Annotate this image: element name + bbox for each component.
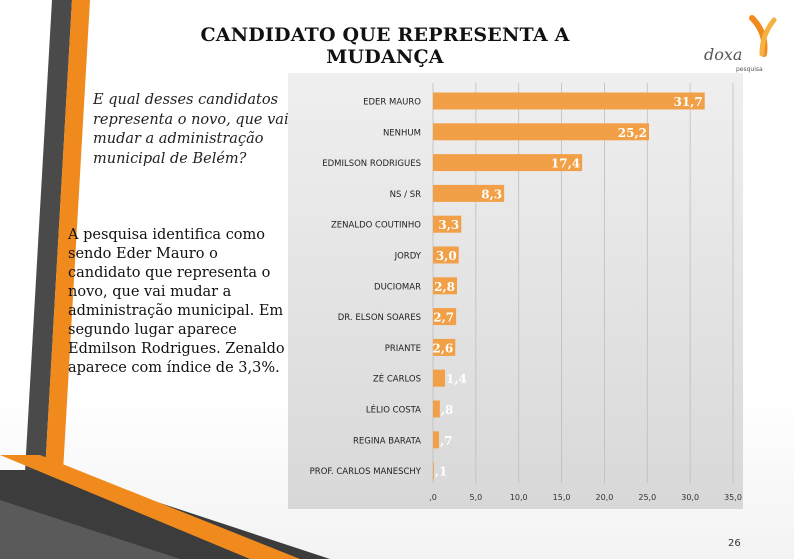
- category-label: ZENALDO COUTINHO: [331, 221, 421, 231]
- value-label: ,1: [435, 465, 448, 479]
- category-label: REGINA BARATA: [353, 436, 421, 446]
- chart-category-labels: EDER MAURO NENHUM EDMILSON RODRIGUES NS / S…: [310, 98, 422, 478]
- value-label: 2,8: [434, 280, 455, 294]
- bar: [433, 369, 445, 387]
- chart-x-ticks: ,0 5,0 10,0 15,0 20,0 25,0 30,0 35,0: [429, 493, 742, 502]
- category-label: DR. ELSON SOARES: [338, 313, 421, 323]
- summary-text: A pesquisa identifica como sendo Eder Ma…: [68, 227, 285, 376]
- value-label: 31,7: [673, 95, 702, 109]
- x-tick-label: 30,0: [681, 493, 699, 502]
- value-label: 8,3: [481, 187, 502, 201]
- category-label: PROF. CARLOS MANESCHY: [310, 467, 422, 477]
- bar: [433, 215, 462, 233]
- value-label: 25,2: [618, 126, 647, 140]
- bar-chart: EDER MAURO NENHUM EDMILSON RODRIGUES NS / S…: [288, 73, 743, 509]
- logo-subtext: pesquisa: [736, 66, 763, 73]
- bar: [433, 184, 505, 202]
- stripe-dark-left: [20, 0, 72, 559]
- stripe-gray-bottom: [0, 500, 180, 559]
- value-label: 3,0: [436, 249, 457, 263]
- logo-text: doxa: [704, 45, 742, 64]
- x-tick-label: 20,0: [596, 493, 614, 502]
- bar: [433, 462, 434, 480]
- chart-background: [288, 73, 743, 509]
- x-tick-label: 10,0: [510, 493, 528, 502]
- chart-grid: [432, 83, 734, 483]
- page-title: CANDIDATO QUE REPRESENTA A MUDANÇA: [200, 24, 570, 68]
- value-label: 1,4: [446, 372, 467, 386]
- category-label: EDMILSON RODRIGUES: [322, 159, 421, 169]
- category-label: NS / SR: [390, 190, 421, 200]
- stripe-orange-bottom: [0, 455, 300, 559]
- category-label: JORDY: [394, 252, 422, 262]
- bar: [433, 277, 457, 295]
- category-label: NENHUM: [383, 128, 421, 138]
- category-label: ZÉ CARLOS: [373, 373, 421, 385]
- bar: [433, 308, 457, 326]
- value-label: 2,6: [432, 341, 453, 355]
- page-number: 26: [728, 538, 741, 549]
- bar: [433, 154, 583, 172]
- bar: [433, 431, 439, 449]
- chart-bars: [433, 92, 705, 480]
- doxa-logo: doxa pesquisa: [704, 15, 777, 73]
- x-tick-label: ,0: [429, 493, 437, 502]
- value-label: 17,4: [551, 157, 580, 171]
- bar: [433, 246, 459, 264]
- category-label: PRIANTE: [385, 344, 421, 354]
- chart-value-labels: 31,7 25,2 17,4 8,3 3,3 3,0 2,8 2,7 2,6 1,4 ,8 ,7 ,1: [432, 95, 702, 479]
- value-label: 3,3: [438, 218, 459, 232]
- value-label: 2,7: [433, 311, 454, 325]
- bar: [433, 123, 649, 141]
- x-tick-label: 5,0: [469, 493, 482, 502]
- bar: [433, 92, 705, 110]
- x-tick-label: 15,0: [553, 493, 571, 502]
- x-tick-label: 35,0: [724, 493, 742, 502]
- category-label: EDER MAURO: [363, 98, 421, 108]
- question-text: E qual desses candidatos representa o no…: [93, 92, 289, 167]
- stripe-orange-left: [40, 0, 90, 559]
- bar: [433, 338, 456, 356]
- category-label: LÉLIO COSTA: [366, 404, 421, 416]
- value-label: ,7: [440, 434, 453, 448]
- category-label: DUCIOMAR: [374, 282, 421, 292]
- value-label: ,8: [441, 403, 454, 417]
- x-tick-label: 25,0: [638, 493, 656, 502]
- bar: [433, 400, 440, 418]
